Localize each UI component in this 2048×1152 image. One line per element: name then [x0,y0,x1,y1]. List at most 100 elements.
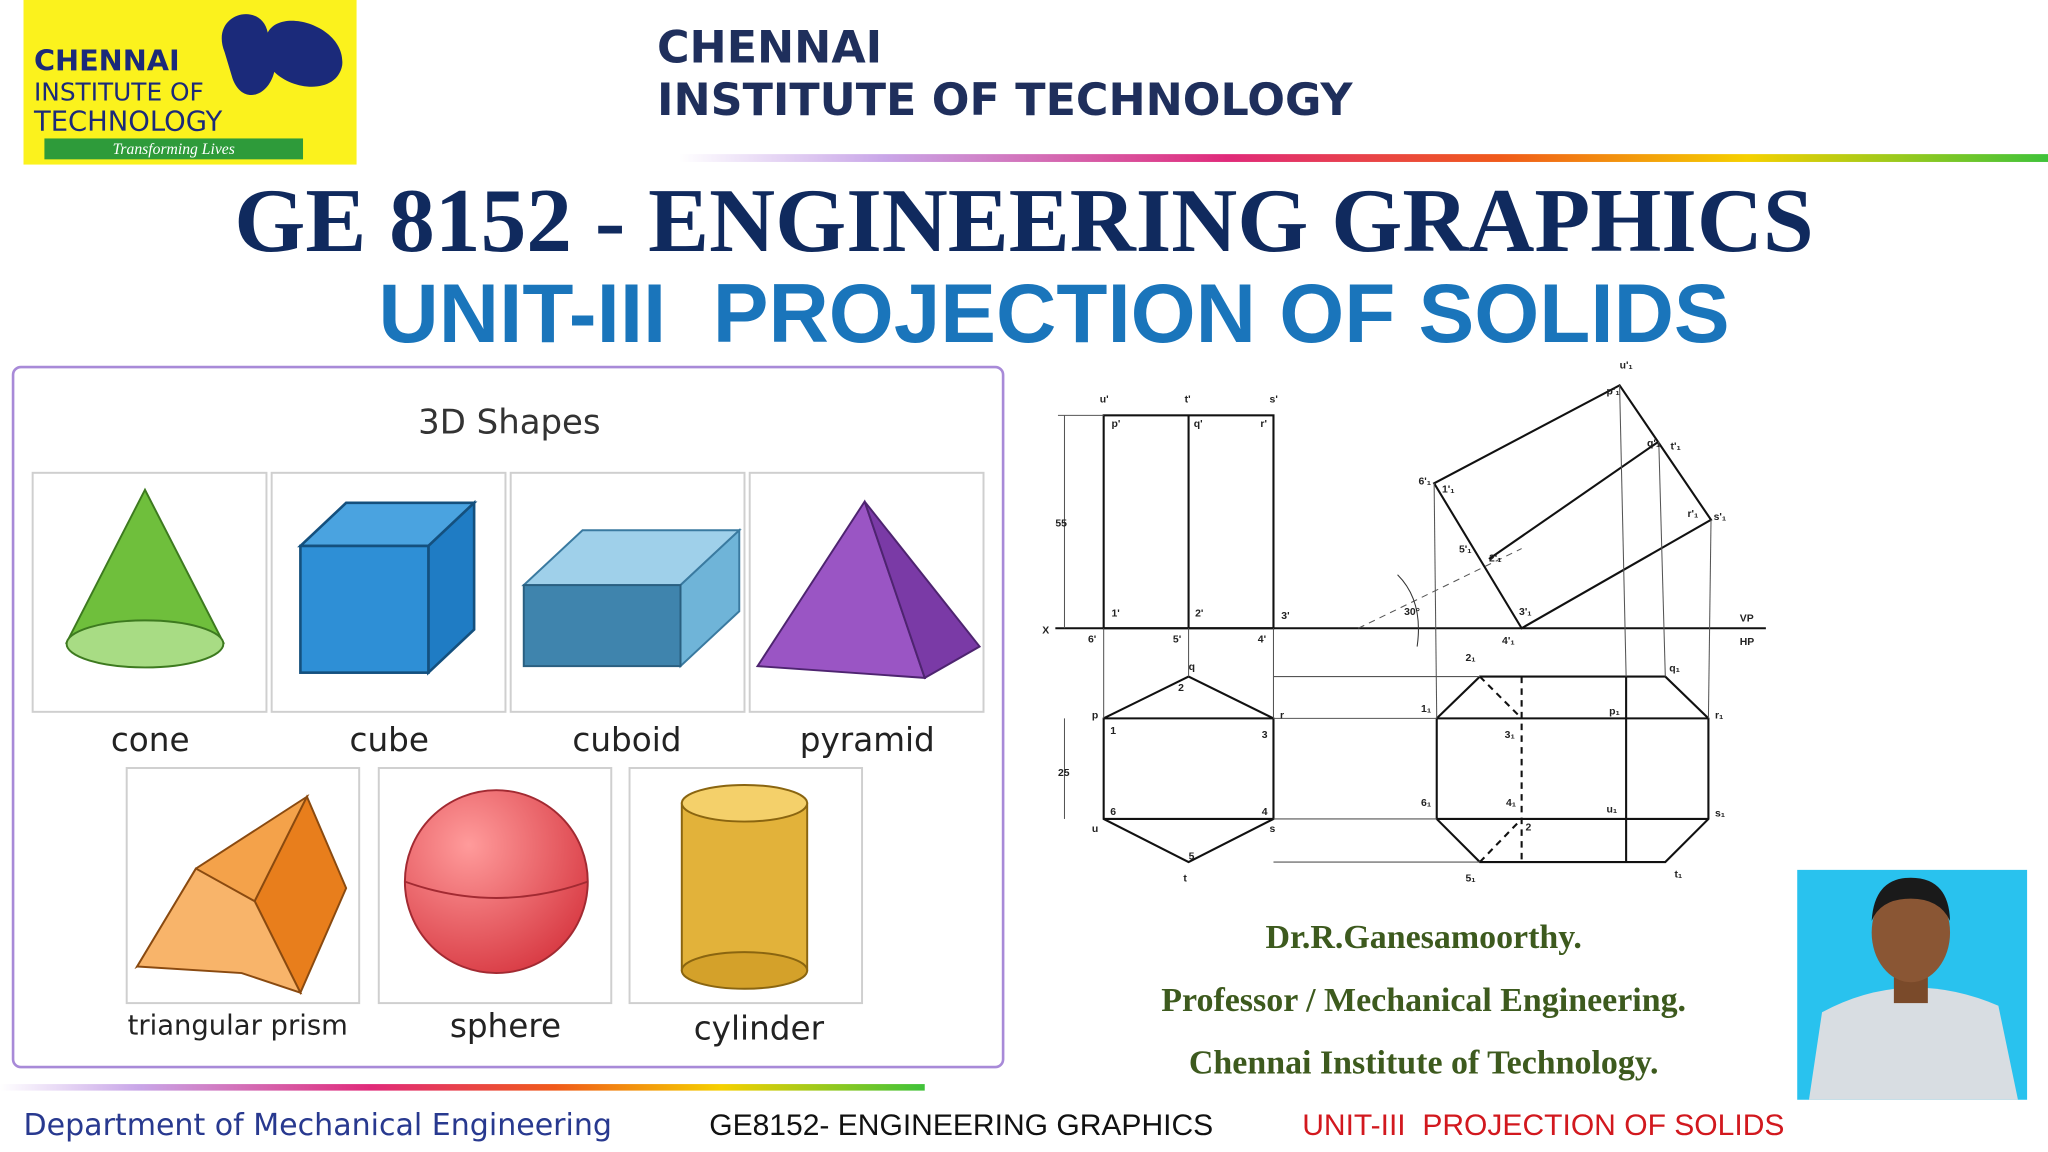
drawing-label: 1₁ [1421,704,1431,715]
projection-drawing-part [1479,675,1523,720]
logo-line: TECHNOLOGY [33,107,223,138]
drawing-label: 2 [1526,823,1532,834]
logo-line: INSTITUTE OF [34,78,204,107]
author-photo-part [1808,987,2018,1100]
drawing-label: VP [1740,614,1754,625]
drawing-label: 25 [1058,768,1070,779]
drawing-label: 2 [1178,683,1184,694]
drawing-label: s [1270,824,1276,835]
author-name: Dr.R.Ganesamoorthy. [1265,919,1581,956]
shape-label: cone [111,721,190,759]
header-line: CHENNAI [657,23,882,74]
drawing-label: 5 [1189,851,1195,862]
projection-drawing-part [1433,483,1438,719]
title: GE 8152 - ENGINEERING GRAPHICS [234,170,1813,271]
projection-drawing-part [1488,440,1660,560]
drawing-label: 3 [1262,730,1268,741]
drawing-label: p'₁ [1607,386,1620,397]
drawing-label: u'₁ [1620,360,1633,371]
author-photo [1797,869,2028,1100]
panel-heading: 3D Shapes [418,403,600,443]
drawing-label: r [1280,710,1284,721]
drawing-label: s₁ [1715,808,1725,819]
shapes-panel-part [680,783,809,823]
rainbow-rule [0,1084,925,1091]
shape-label: cube [350,721,429,759]
drawing-label: 4' [1258,635,1266,646]
drawing-label: p' [1112,419,1121,430]
author-position: Professor / Mechanical Engineering. [1161,982,1686,1019]
shape-label: pyramid [800,721,935,759]
projection-drawing-part [1658,441,1666,677]
shape-label: cuboid [572,721,681,759]
shapes-panel-part [31,471,985,1005]
subtitle: UNIT-III PROJECTION OF SOLIDS [378,266,1729,360]
drawing-label: 3' [1281,611,1289,622]
drawing-label: p₁ [1609,706,1620,717]
drawing-label: 4'₁ [1502,636,1515,647]
projection-drawing-part [1432,383,1713,630]
logo-line: CHENNAI [34,44,180,78]
drawing-label: 6'₁ [1418,477,1431,488]
projection-drawing-part [1397,574,1419,647]
drawing-label: r'₁ [1688,509,1699,520]
drawing-label: q' [1194,419,1203,430]
shape-label: sphere [450,1007,561,1045]
drawing-label: 1' [1112,608,1120,619]
shapes-panel-part [863,500,982,680]
header-line: INSTITUTE OF TECHNOLOGY [657,75,1353,126]
author: Dr.R.Ganesamoorthy. Professor / Mechanic… [1161,919,1686,1081]
drawing-label: 2' [1195,608,1203,619]
drawing-label: s'₁ [1714,512,1727,523]
drawing-label: 6₁ [1421,798,1431,809]
drawing-label: u' [1100,394,1109,405]
rainbow-rule [679,154,2048,162]
projection-drawing-part [1707,519,1712,719]
drawing-label: t'₁ [1671,441,1681,452]
drawing-label: r₁ [1715,710,1723,721]
drawing-label: t [1183,874,1187,885]
author-photo-part [1871,877,1951,921]
logo-part [221,14,343,95]
shapes-panel: 3D Shapes cone cube cuboi [11,365,1005,1069]
drawing-label: u₁ [1607,804,1618,815]
logo-tagline: Transforming Lives [113,141,235,158]
author-institute: Chennai Institute of Technology. [1189,1045,1659,1082]
shapes-panel-part [522,584,682,668]
drawing-label: X [1042,625,1049,636]
drawing-label: q₁ [1669,663,1680,674]
drawing-label: 1'₁ [1442,484,1455,495]
drawing-label: q [1189,662,1195,673]
drawing-label: 55 [1055,518,1067,529]
drawing-label: 6' [1088,635,1096,646]
drawing-label: HP [1740,637,1755,648]
drawing-label: t₁ [1674,870,1682,881]
drawing-label: 5'₁ [1459,544,1472,555]
projection-drawing-part [1102,675,1275,864]
shapes-panel-part [680,802,809,972]
drawing-label: 5₁ [1465,874,1475,885]
drawing-label: q'₁ [1647,439,1660,450]
shapes-panel-part [404,880,589,899]
drawing-label: 3₁ [1505,730,1515,741]
drawing-label: 4₁ [1506,798,1516,809]
drawing-label: u [1092,824,1098,835]
shapes-panel-part [680,951,809,990]
drawing-label: s' [1270,394,1278,405]
projection-drawing-part [1619,385,1627,677]
footer-course: GE8152- ENGINEERING GRAPHICS [709,1109,1213,1142]
drawing-label: 6 [1110,807,1116,818]
drawing-label: r' [1260,419,1267,430]
drawing-label: 5' [1173,635,1181,646]
shapes-panel-part [135,867,303,995]
shapes-panel-part [299,544,430,674]
author-photo-part [1871,882,1951,983]
shape-label: triangular prism [128,1010,348,1041]
drawing-label: 3'₁ [1519,607,1532,618]
projection-drawing-part [1479,818,1523,863]
projection-drawing: u' t' s' p' q' r' 1' 2' 3' 6' 5' 4' X 55 VP HP 30° u'₁ p'₁… [1042,360,1766,885]
footer-department: Department of Mechanical Engineering [24,1108,612,1143]
